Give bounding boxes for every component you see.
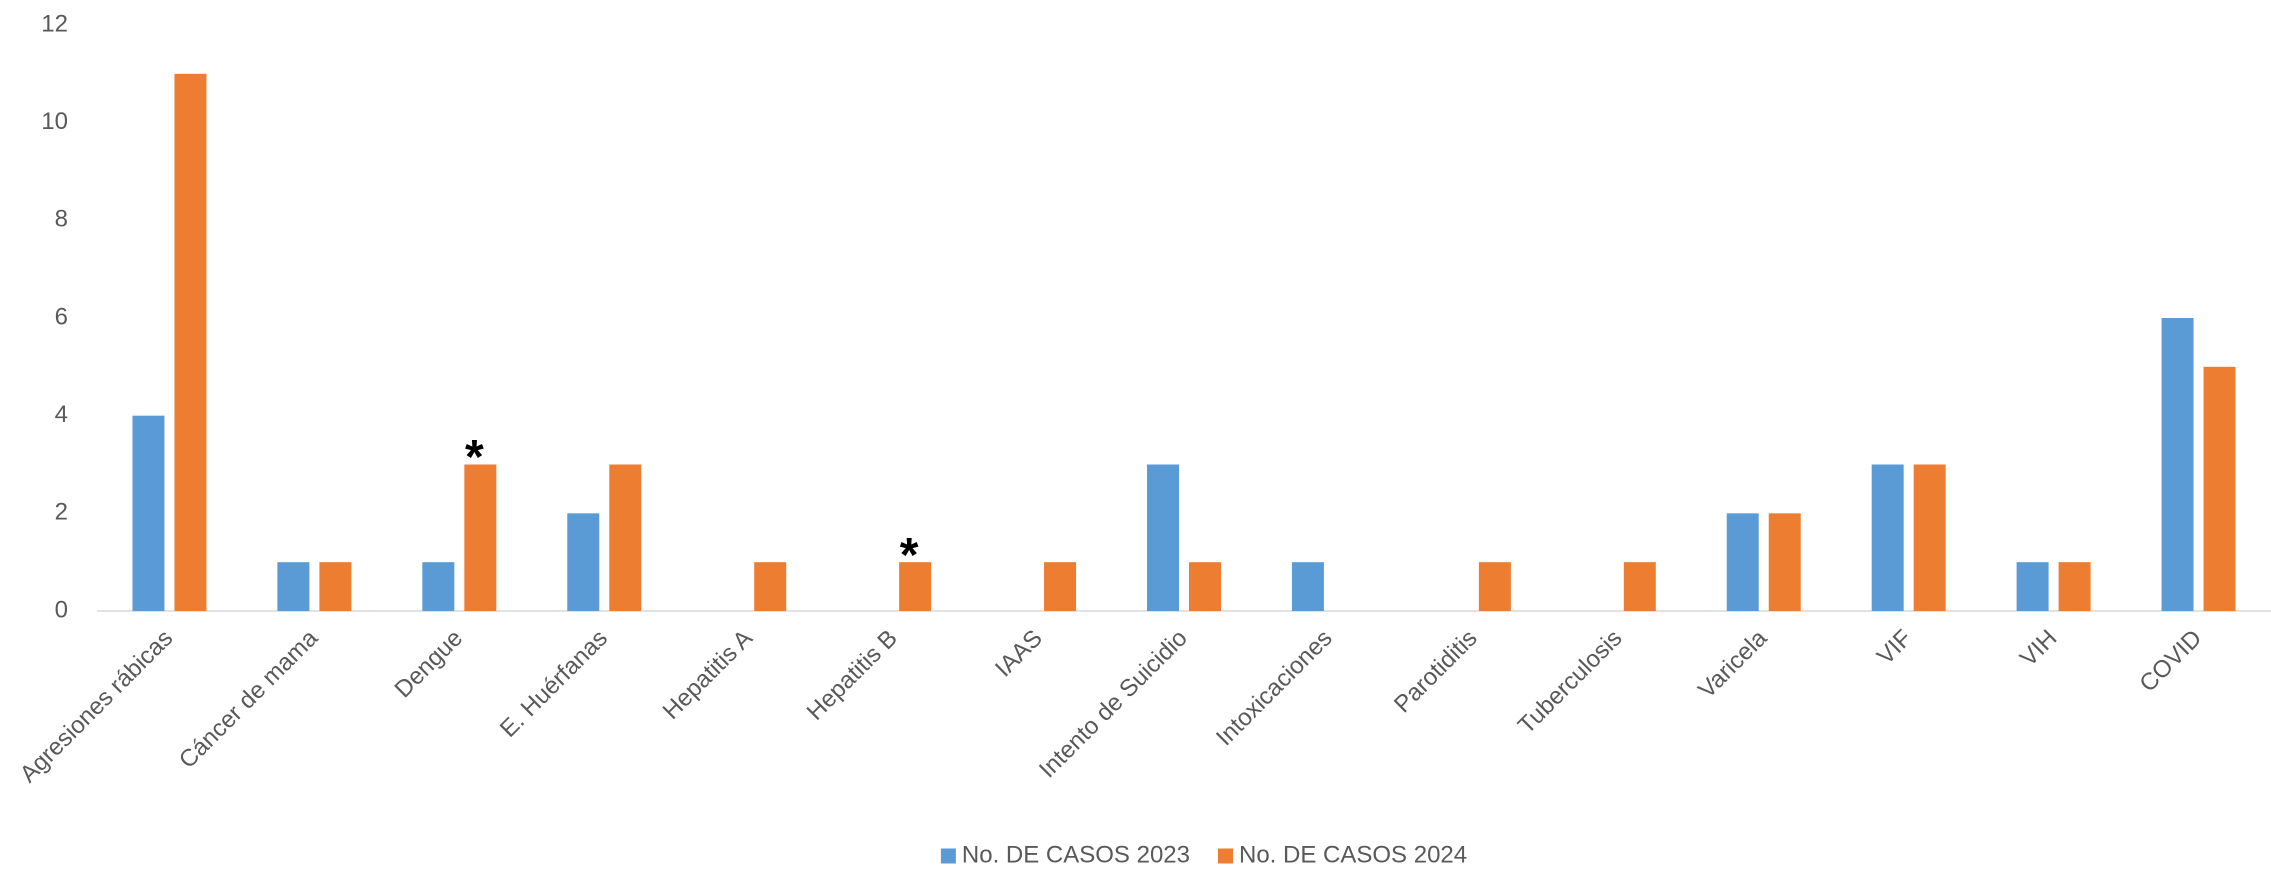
legend-swatch bbox=[1218, 848, 1233, 864]
bar bbox=[174, 73, 207, 612]
legend-label: No. DE CASOS 2024 bbox=[1239, 841, 1467, 868]
x-tick-label: COVID bbox=[2134, 625, 2207, 698]
x-tick-label: Cáncer de mama bbox=[174, 624, 324, 774]
bar bbox=[1291, 562, 1324, 611]
x-tick-label: Dengue bbox=[390, 625, 469, 704]
x-tick-label: VIH bbox=[2015, 625, 2062, 672]
legend: No. DE CASOS 2023 No. DE CASOS 2024 bbox=[940, 841, 1467, 868]
bar bbox=[609, 464, 642, 611]
bar bbox=[754, 562, 787, 611]
bar bbox=[567, 513, 600, 611]
annotation: * bbox=[900, 529, 919, 582]
bar bbox=[277, 562, 310, 611]
x-tick-label: E. Huérfanas bbox=[495, 625, 613, 743]
bar bbox=[132, 415, 165, 611]
x-tick-label: Hepatitis B bbox=[802, 625, 903, 726]
bar bbox=[319, 562, 352, 611]
annotation: * bbox=[465, 431, 484, 484]
legend-swatch bbox=[940, 848, 956, 864]
bar bbox=[1871, 464, 1904, 611]
y-tick-label: 0 bbox=[55, 596, 68, 623]
bar bbox=[2016, 562, 2049, 611]
bar bbox=[2203, 366, 2236, 611]
y-tick-label: 12 bbox=[41, 10, 68, 37]
y-tick-label: 8 bbox=[55, 206, 68, 233]
x-tick-label: Intoxicaciones bbox=[1211, 625, 1338, 752]
bar bbox=[1623, 562, 1656, 611]
y-tick-label: 4 bbox=[55, 401, 68, 428]
bar bbox=[1044, 562, 1077, 611]
x-tick-label: Hepatitis A bbox=[658, 625, 758, 725]
bar bbox=[1189, 562, 1221, 611]
bar bbox=[1913, 464, 1946, 611]
bar bbox=[2058, 562, 2091, 611]
bar bbox=[464, 464, 497, 611]
x-tick-label: Agresiones rábicas bbox=[15, 625, 178, 788]
bar bbox=[1478, 562, 1511, 611]
x-tick-label: Parotiditis bbox=[1389, 625, 1483, 719]
x-tick-label: IAAS bbox=[990, 625, 1048, 683]
bar bbox=[1147, 464, 1179, 611]
x-tick-label: Intento de Suicidio bbox=[1034, 625, 1193, 784]
y-tick-label: 10 bbox=[41, 108, 68, 135]
x-tick-label: Varicela bbox=[1693, 624, 1773, 704]
bar bbox=[899, 562, 932, 611]
y-tick-label: 2 bbox=[55, 499, 68, 526]
bar bbox=[2161, 318, 2194, 611]
bar bbox=[422, 562, 455, 611]
y-tick-label: 6 bbox=[55, 303, 68, 330]
x-tick-label: Tuberculosis bbox=[1513, 625, 1628, 740]
bar bbox=[1768, 513, 1801, 611]
x-tick-label: VIF bbox=[1872, 625, 1917, 670]
bar bbox=[1726, 513, 1759, 611]
legend-label: No. DE CASOS 2023 bbox=[962, 841, 1190, 868]
